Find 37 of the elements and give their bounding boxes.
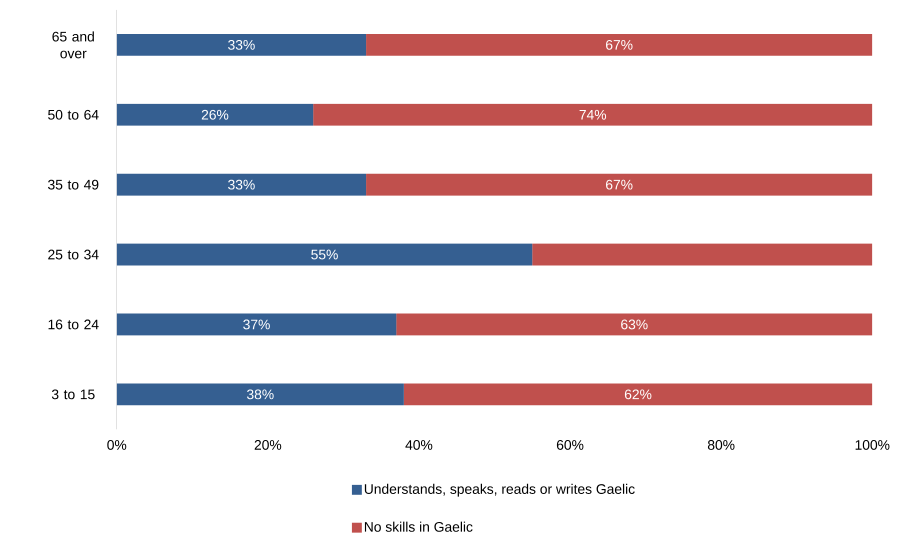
data-label: 33% — [228, 40, 255, 50]
data-label: 74% — [580, 110, 606, 120]
bar — [116, 313, 396, 336]
bar — [116, 174, 366, 196]
data-label: 63% — [621, 319, 648, 330]
bar — [366, 174, 872, 196]
y-tick-label: 35 to 49 — [48, 180, 98, 190]
x-tick-label: 100% — [856, 440, 890, 450]
data-label: 62% — [624, 389, 652, 400]
y-tick-label: 16 to 24 — [48, 319, 99, 330]
data-label: 26% — [202, 110, 228, 120]
x-tick-label: 80% — [708, 440, 734, 450]
y-tick-label: 25 to 34 — [48, 250, 99, 260]
y-tick-label: 3 to 15 — [52, 389, 95, 400]
x-tick-label: 40% — [405, 440, 432, 450]
x-tick-label: 0% — [107, 440, 126, 450]
data-label: 67% — [606, 40, 633, 50]
legend-label: Understands, speaks, reads or writes Gaelic — [364, 484, 635, 497]
bar — [116, 104, 314, 126]
data-label: 33% — [228, 180, 255, 190]
y-tick-label: 50 to 64 — [48, 110, 99, 120]
bar — [116, 383, 404, 406]
x-tick-label: 20% — [254, 440, 282, 450]
data-label: 37% — [243, 319, 270, 330]
data-label: 67% — [606, 180, 633, 190]
y-tick-label: 65 and over — [52, 31, 94, 58]
bar — [366, 34, 872, 56]
data-label: 38% — [246, 389, 274, 400]
bar — [396, 313, 872, 336]
bar — [532, 244, 872, 266]
x-tick-label: 60% — [556, 440, 584, 450]
bar — [116, 244, 532, 266]
bar — [404, 383, 872, 406]
bar — [116, 34, 366, 56]
bar — [313, 104, 872, 126]
legend-label: No skills in Gaelic — [364, 522, 473, 532]
data-label: 55% — [311, 250, 338, 260]
